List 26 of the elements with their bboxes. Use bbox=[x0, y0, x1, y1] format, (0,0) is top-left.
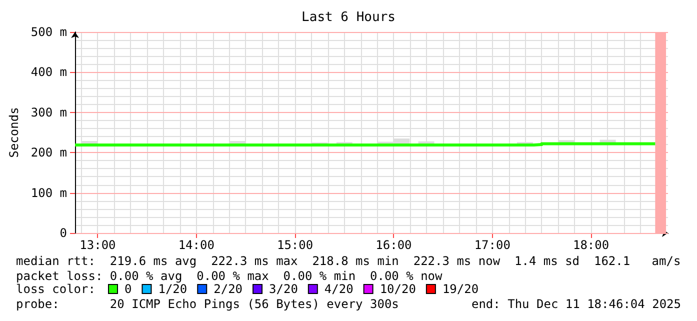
legend-label: 1/20 bbox=[158, 282, 188, 296]
y-tick-label: 100 m bbox=[30, 186, 68, 200]
y-axis-title: Seconds bbox=[7, 107, 21, 158]
x-tick-label: 13:00 bbox=[80, 238, 116, 252]
legend-label: 4/20 bbox=[324, 282, 354, 296]
y-tick-label: 0 bbox=[60, 226, 68, 240]
text: median rtt: 219.6 ms avg 222.3 ms max 218.8 ms min 222.3 ms now 1.4 ms sd 162.1 am/s bbox=[16, 254, 681, 268]
x-tick-label: 16:00 bbox=[376, 238, 412, 252]
legend-title: loss color: bbox=[16, 282, 96, 296]
x-tick-label: 17:00 bbox=[474, 238, 510, 252]
x-tick-label: 18:00 bbox=[572, 238, 610, 252]
y-tick-label: 500 m bbox=[30, 25, 68, 39]
y-tick-label: 200 m bbox=[30, 146, 68, 160]
legend-label: 19/20 bbox=[442, 282, 479, 296]
x-tick-label: 15:00 bbox=[276, 238, 314, 252]
y-tick-label: 300 m bbox=[30, 105, 68, 120]
x-tick-label: 14:00 bbox=[178, 238, 214, 252]
legend-label: 10/20 bbox=[380, 282, 416, 296]
y-tick-label: 400 m bbox=[30, 65, 68, 80]
text: packet loss: 0.00 % avg 0.00 % max 0.00 % min 0.00 % now bbox=[16, 269, 444, 283]
text: end: Thu Dec 11 18:46:04 2025 bbox=[471, 297, 681, 311]
text: probe: 20 ICMP Echo Pings (56 Bytes) every 300s bbox=[16, 297, 399, 311]
legend-label: 2/20 bbox=[214, 282, 243, 296]
legend-label: 3/20 bbox=[269, 282, 298, 296]
legend-label: 0 bbox=[124, 282, 132, 296]
chart-title: Last 6 Hours bbox=[302, 10, 396, 25]
